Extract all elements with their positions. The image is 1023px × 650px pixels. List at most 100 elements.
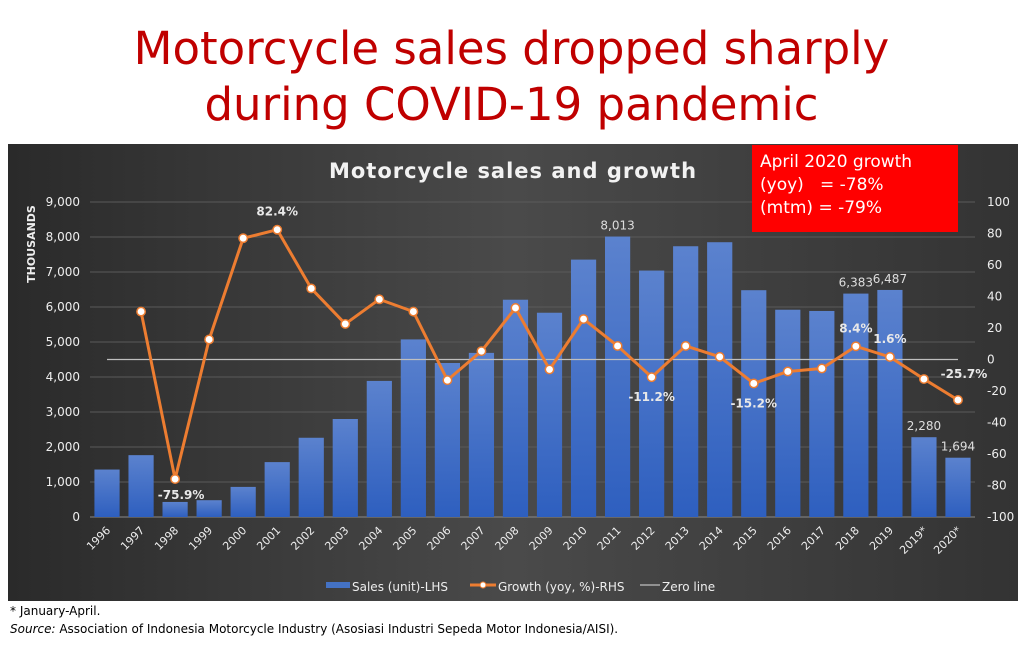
bar-2003	[332, 419, 358, 517]
bar-2001	[264, 462, 290, 517]
growth-point-2003	[340, 318, 351, 329]
growth-point-1997	[136, 306, 147, 317]
growth-value-label: -15.2%	[730, 396, 777, 410]
bar-2006	[434, 363, 460, 517]
source-text: Association of Indonesia Motorcycle Indu…	[55, 622, 619, 636]
bar-2008	[502, 299, 529, 517]
bar-2020*	[945, 457, 971, 517]
growth-point-2012	[646, 372, 657, 383]
y2-tick-label: -20	[987, 384, 1007, 398]
growth-point-2017	[816, 363, 827, 374]
growth-point-2007	[476, 346, 487, 357]
growth-point-2010	[578, 314, 589, 324]
callout-box: April 2020 growth (yoy) = -78% (mtm) = -…	[752, 145, 958, 232]
y2-tick-label: -40	[987, 416, 1007, 430]
bar-2009	[536, 312, 563, 517]
growth-value-label: 1.6%	[873, 332, 906, 346]
bar-value-label: 6,487	[873, 272, 907, 286]
growth-value-label: -25.7%	[941, 367, 988, 381]
callout-line2: (yoy) = -78%	[760, 175, 884, 195]
legend-zero: Zero line	[662, 580, 715, 594]
bar-2018	[843, 293, 869, 517]
bar-1999	[196, 500, 222, 517]
source-note: Source: Association of Indonesia Motorcy…	[10, 622, 618, 636]
legend-growth-marker	[479, 581, 487, 589]
y-tick-label: 4,000	[46, 370, 80, 384]
bar-1997	[128, 455, 154, 517]
growth-point-2000	[238, 233, 249, 244]
bar-2004	[366, 380, 392, 517]
growth-point-2002	[306, 283, 317, 294]
y2-tick-label: 80	[987, 227, 1002, 241]
growth-point-2005	[408, 306, 419, 317]
bar-2016	[775, 309, 801, 517]
bar-2007	[468, 352, 495, 517]
callout-line1: April 2020 growth	[760, 152, 913, 172]
y2-tick-label: 20	[987, 321, 1002, 335]
growth-point-2020*	[953, 395, 963, 405]
y-tick-label: 9,000	[46, 195, 80, 209]
slide-title-line2: during COVID-19 pandemic	[204, 78, 819, 131]
y-tick-label: 8,000	[46, 230, 80, 244]
growth-point-2011	[612, 341, 623, 351]
growth-point-2001	[272, 224, 283, 235]
slide-title-line1: Motorcycle sales dropped sharply	[133, 22, 890, 75]
y-tick-label: 7,000	[46, 265, 80, 279]
bar-1996	[94, 469, 120, 517]
bar-value-label: 8,013	[600, 219, 634, 233]
bar-2017	[809, 310, 835, 517]
bar-1998	[162, 501, 188, 517]
legend-sales: Sales (unit)-LHS	[352, 580, 448, 594]
y-tick-label: 6,000	[46, 300, 80, 314]
y-tick-label: 5,000	[46, 335, 80, 349]
bar-2010	[570, 259, 597, 517]
footnote: * January-April.	[10, 604, 101, 618]
y2-tick-label: 100	[987, 195, 1010, 209]
y2-tick-label: 60	[987, 258, 1002, 272]
growth-point-2018	[850, 341, 861, 352]
bar-2015	[741, 290, 767, 517]
bar-2013	[673, 246, 699, 517]
growth-point-2015	[748, 378, 759, 389]
growth-point-2006	[442, 375, 453, 386]
growth-point-2008	[510, 303, 521, 313]
bar-value-label: 1,694	[941, 440, 975, 454]
growth-point-2016	[782, 366, 793, 377]
legend-bar-swatch	[326, 582, 350, 588]
y2-tick-label: -80	[987, 479, 1007, 493]
y2-tick-label: -100	[987, 510, 1014, 524]
bar-2000	[230, 486, 256, 517]
growth-point-1998	[170, 474, 181, 484]
bar-2019*	[911, 437, 937, 517]
bar-2011	[605, 236, 631, 518]
growth-point-2019	[884, 352, 895, 362]
y2-tick-label: 40	[987, 290, 1002, 304]
bar-2005	[400, 339, 426, 517]
y-axis-label: THOUSANDS	[25, 205, 38, 283]
y-tick-label: 1,000	[46, 475, 80, 489]
y2-tick-label: -60	[987, 447, 1007, 461]
growth-point-1999	[204, 334, 215, 345]
growth-value-label: -11.2%	[628, 390, 675, 404]
callout-line3: (mtm) = -79%	[760, 198, 883, 218]
bar-2002	[298, 437, 324, 517]
y2-tick-label: 0	[987, 353, 995, 367]
y-tick-label: 2,000	[46, 440, 80, 454]
bar-value-label: 2,280	[907, 419, 941, 433]
chart-title: Motorcycle sales and growth	[329, 159, 697, 183]
growth-value-label: 82.4%	[256, 205, 298, 219]
bar-2019	[877, 289, 903, 517]
growth-point-2013	[680, 341, 691, 351]
bar-2012	[639, 270, 665, 517]
source-label: Source:	[10, 622, 56, 636]
growth-point-2004	[374, 294, 385, 305]
growth-point-2019*	[918, 374, 929, 384]
growth-value-label: -75.9%	[158, 488, 205, 502]
bar-value-label: 6,383	[839, 276, 873, 290]
growth-point-2009	[544, 364, 555, 375]
bar-2014	[707, 242, 733, 517]
y-tick-label: 3,000	[46, 405, 80, 419]
growth-point-2014	[714, 351, 725, 362]
legend-growth: Growth (yoy, %)-RHS	[498, 580, 625, 594]
growth-value-label: 8.4%	[839, 321, 872, 335]
